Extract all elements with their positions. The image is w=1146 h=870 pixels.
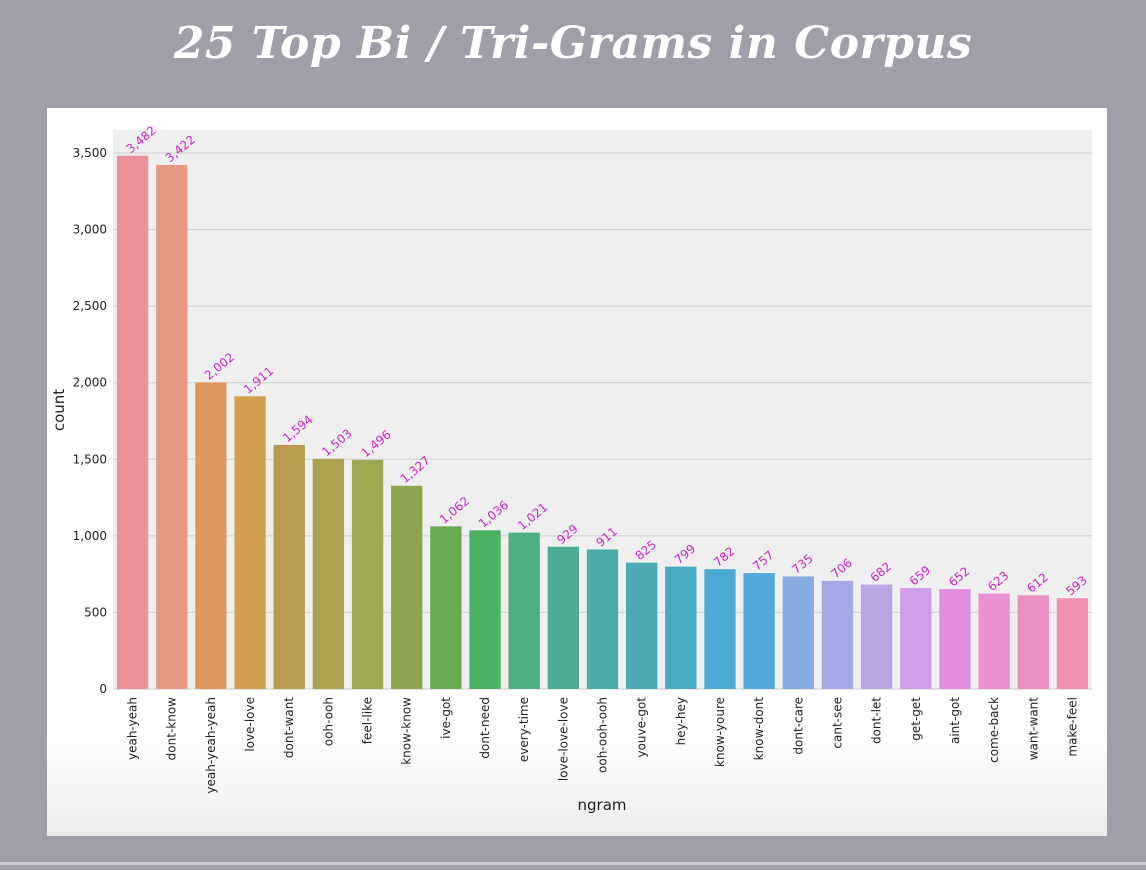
bar [156, 164, 188, 690]
x-tick-label: dont-let [870, 697, 884, 744]
x-tick-label: ooh-ooh [321, 697, 335, 746]
bar [743, 573, 775, 689]
x-tick-label: yeah-yeah-yeah [204, 697, 218, 794]
x-tick-label: know-know [400, 697, 414, 765]
x-tick-label: get-get [909, 697, 923, 741]
bar [860, 584, 893, 689]
bar [508, 532, 540, 689]
bar [704, 569, 736, 689]
y-tick-label: 2,500 [73, 299, 107, 313]
x-tick-label: make-feel [1065, 697, 1079, 757]
x-axis-label: ngram [578, 796, 627, 814]
y-tick-label: 1,500 [73, 452, 107, 466]
x-tick-label: know-youre [713, 697, 727, 767]
x-tick-label: feel-like [361, 697, 375, 744]
bar [469, 530, 501, 689]
y-tick-label: 0 [99, 682, 107, 696]
bar [391, 485, 423, 689]
bar [939, 589, 971, 689]
x-tick-label: hey-hey [674, 697, 688, 745]
x-tick-label: yeah-yeah [126, 697, 140, 760]
bar [195, 382, 227, 689]
y-axis-ticks: 0 500 1,000 1,500 2,000 2,500 3,000 3,500 [73, 146, 107, 696]
x-tick-label: aint-got [948, 697, 962, 744]
y-tick-label: 500 [84, 605, 107, 619]
x-tick-label: love-love-love [556, 697, 570, 781]
x-tick-label: love-love [243, 697, 257, 752]
x-tick-label: ive-got [439, 697, 453, 739]
y-tick-label: 3,000 [73, 223, 107, 237]
y-axis-label: count [50, 389, 68, 431]
bar [782, 576, 814, 689]
x-tick-label: know-dont [752, 697, 766, 761]
x-tick-label: dont-know [165, 697, 179, 760]
bars [116, 155, 1089, 690]
bar [665, 566, 697, 689]
x-axis-ticks: yeah-yeah dont-know yeah-yeah-yeah love-lov… [126, 697, 1080, 794]
x-tick-label: cant-see [830, 697, 844, 749]
page-title: 25 Top Bi / Tri-Grams in Corpus [173, 18, 973, 69]
x-tick-label: dont-care [791, 697, 805, 755]
x-tick-label: dont-want [282, 697, 296, 758]
bar [430, 526, 462, 689]
x-tick-label: ooh-ooh-ooh [596, 697, 610, 773]
x-tick-label: every-time [517, 697, 531, 762]
bar [1017, 595, 1049, 689]
x-tick-label: youve-got [635, 697, 649, 758]
y-tick-label: 1,000 [73, 529, 107, 543]
bar [821, 580, 854, 689]
y-tick-label: 2,000 [73, 376, 107, 390]
bottom-rule [0, 862, 1146, 865]
bar [351, 459, 384, 689]
bar [978, 593, 1010, 689]
bar [312, 458, 345, 689]
bar [586, 549, 619, 689]
bar [234, 396, 266, 689]
x-tick-label: come-back [987, 697, 1001, 763]
chart-card: 0 500 1,000 1,500 2,000 2,500 3,000 3,500 3,482… [47, 108, 1107, 836]
bar [900, 588, 932, 689]
bar [273, 444, 305, 689]
bar [547, 546, 580, 689]
bar [116, 155, 149, 689]
bar [1056, 598, 1089, 689]
y-tick-label: 3,500 [73, 146, 107, 160]
x-tick-label: want-want [1026, 697, 1040, 761]
bar [625, 562, 658, 689]
x-tick-label: dont-need [478, 697, 492, 759]
